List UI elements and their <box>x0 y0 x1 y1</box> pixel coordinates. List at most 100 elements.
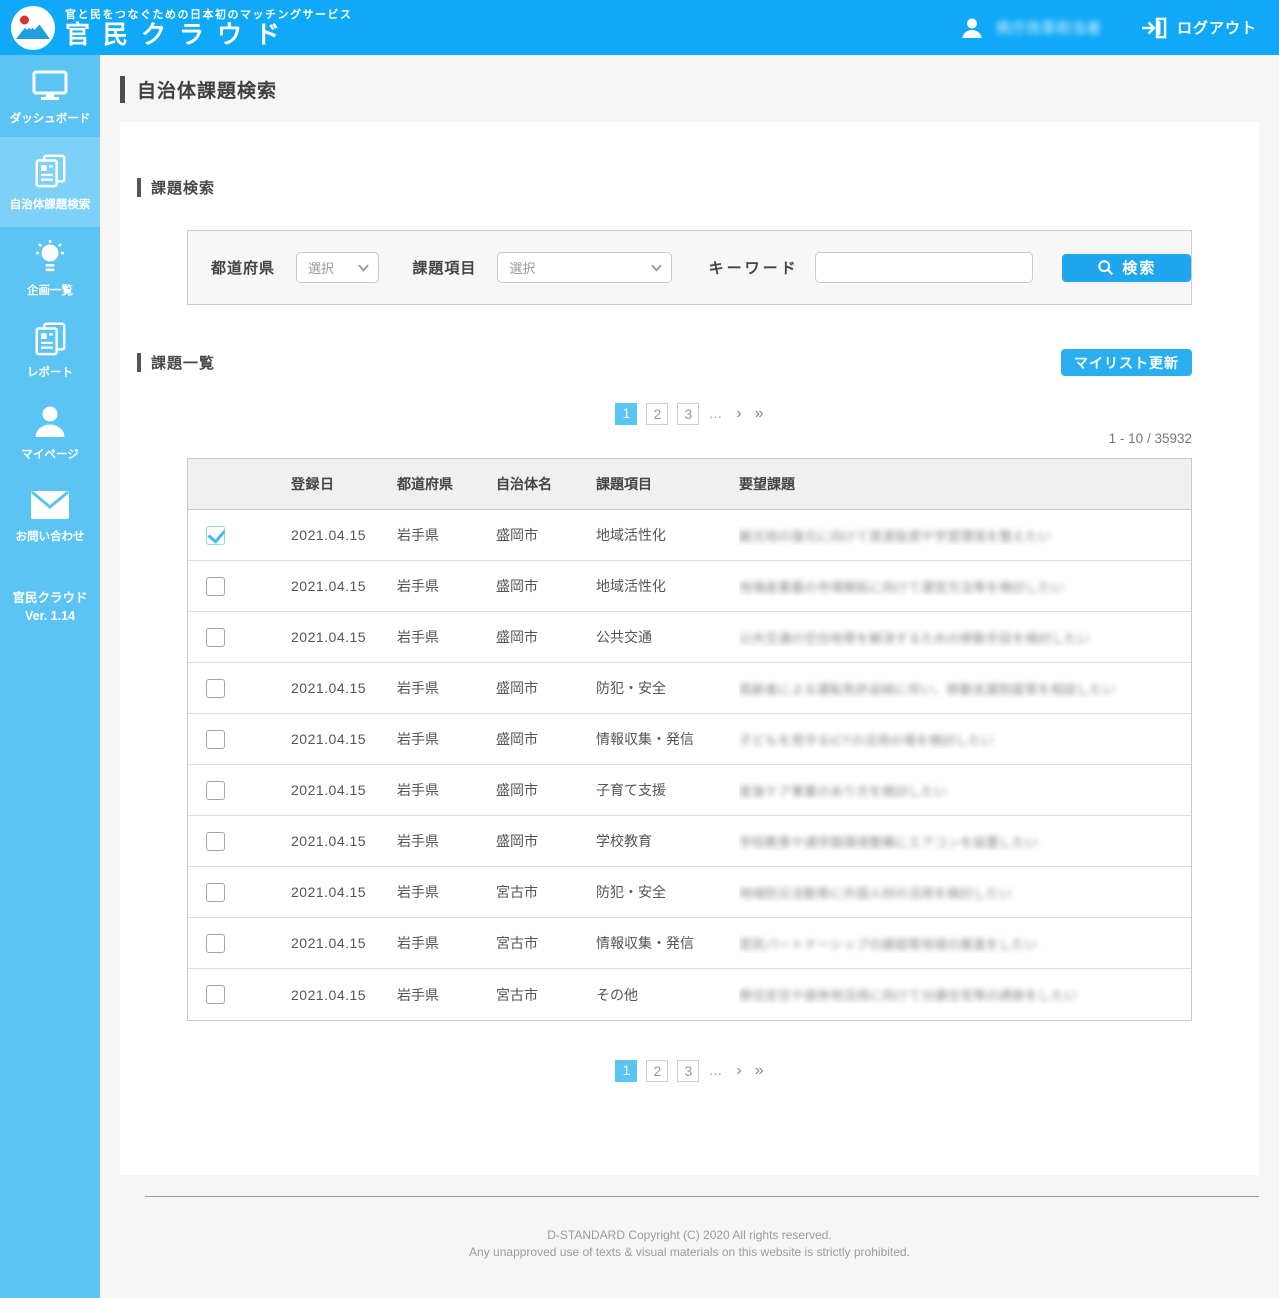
result-count: 1 - 10 / 35932 <box>1108 431 1192 446</box>
cell-request-redacted: 子どもを見守るICTの活用の場を検討したい <box>739 732 994 748</box>
cell-prefecture: 岩手県 <box>397 782 439 798</box>
page-button-1[interactable]: 1 <box>615 403 638 425</box>
footer-divider <box>145 1196 1259 1197</box>
cell-date: 2021.04.15 <box>291 629 367 645</box>
table-header-row: 登録日 都道府県 自治体名 課題項目 要望課題 <box>188 459 1191 510</box>
cell-request-redacted: 移住定住や遊休地活用に向けて分譲住宅等の誘致をしたい <box>739 988 1078 1003</box>
sidebar-item-label: ダッシュボード <box>9 113 91 125</box>
search-panel: 都道府県 選択 課題項目 選択 キーワード 検索 <box>187 230 1192 305</box>
table-row: 2021.04.15 岩手県 盛岡市 公共交通 公共交通の空白地帯を解消するため… <box>188 612 1191 663</box>
keyword-label: キーワード <box>708 260 799 277</box>
lightbulb-icon <box>32 240 68 274</box>
table-row: 2021.04.15 岩手県 盛岡市 情報収集・発信 子どもを見守るICTの活用… <box>188 714 1191 765</box>
logout-label: ログアウト <box>1176 20 1257 37</box>
cell-municipality: 盛岡市 <box>496 782 538 798</box>
row-checkbox[interactable] <box>206 780 225 800</box>
issues-table: 登録日 都道府県 自治体名 課題項目 要望課題 2021.04.15 岩手県 盛… <box>187 458 1192 1021</box>
search-section-heading: 課題検索 <box>137 177 215 198</box>
page-title-row: 自治体課題検索 <box>120 76 277 103</box>
sidebar-item-label: お問い合わせ <box>15 531 85 543</box>
sidebar-item-dashboard[interactable]: ダッシュボード <box>0 55 100 137</box>
cell-category: 防犯・安全 <box>596 884 666 900</box>
cell-date: 2021.04.15 <box>291 782 367 798</box>
next-page-button[interactable]: › <box>736 1062 742 1079</box>
row-checkbox[interactable] <box>206 831 225 851</box>
pagination-top: 1 2 3 … › » <box>120 403 1259 425</box>
category-label: 課題項目 <box>412 260 477 277</box>
brand-tagline: 官と民をつなぐための日本初のマッチングサービス <box>65 9 353 22</box>
cell-municipality: 盛岡市 <box>496 680 538 696</box>
cell-category: 子育て支援 <box>596 782 666 798</box>
cell-prefecture: 岩手県 <box>397 731 439 747</box>
pagination-ellipsis: … <box>708 1062 724 1078</box>
pagination-ellipsis: … <box>708 405 724 421</box>
cell-prefecture: 岩手県 <box>397 884 439 900</box>
footer: D-STANDARD Copyright (C) 2020 All rights… <box>100 1227 1279 1262</box>
cell-category: 地域活性化 <box>596 527 666 543</box>
cell-municipality: 宮古市 <box>496 986 538 1003</box>
table-row: 2021.04.15 岩手県 宮古市 防犯・安全 地域防災活動等に外国人材の活用… <box>188 867 1191 918</box>
next-page-button[interactable]: › <box>736 405 742 422</box>
list-section-heading: 課題一覧 <box>137 352 215 373</box>
person-icon <box>32 404 68 438</box>
last-page-button[interactable]: » <box>754 405 764 422</box>
cell-municipality: 盛岡市 <box>496 629 538 645</box>
sidebar-item-report[interactable]: レポート <box>0 309 100 391</box>
cell-request-redacted: 高齢者による運転免許返納に伴い、移動支援制度等を相談したい <box>739 681 1116 697</box>
row-checkbox[interactable] <box>206 627 225 647</box>
cell-prefecture: 岩手県 <box>397 833 439 849</box>
last-page-button[interactable]: » <box>754 1062 764 1079</box>
row-checkbox[interactable] <box>206 882 225 902</box>
table-row: 2021.04.15 岩手県 盛岡市 防犯・安全 高齢者による運転免許返納に伴い… <box>188 663 1191 714</box>
brand-logo[interactable]: 官と民をつなぐための日本初のマッチングサービス 官民クラウド <box>11 5 353 50</box>
page-button-1[interactable]: 1 <box>615 1060 638 1082</box>
table-row: 2021.04.15 岩手県 盛岡市 地域活性化 地場産業墓の市場開拓に向けて運… <box>188 561 1191 612</box>
cell-prefecture: 岩手県 <box>397 986 439 1003</box>
footer-copyright: D-STANDARD Copyright (C) 2020 All rights… <box>547 1228 832 1242</box>
page-button-3[interactable]: 3 <box>677 403 700 425</box>
sidebar-item-plans[interactable]: 企画一覧 <box>0 227 100 309</box>
row-checkbox[interactable] <box>206 985 225 1004</box>
sidebar-item-label: マイページ <box>21 449 79 461</box>
col-header-request: 要望課題 <box>739 476 795 492</box>
row-checkbox[interactable] <box>206 729 225 749</box>
sidebar-item-mypage[interactable]: マイページ <box>0 391 100 473</box>
cell-prefecture: 岩手県 <box>397 629 439 645</box>
chevron-down-icon <box>650 264 662 272</box>
sidebar-item-label: レポート <box>27 367 73 379</box>
page-button-2[interactable]: 2 <box>646 403 669 425</box>
search-button[interactable]: 検索 <box>1062 253 1191 282</box>
monitor-icon <box>32 68 68 102</box>
table-row: 2021.04.15 岩手県 盛岡市 学校教育 学校教育や通学路環境整備にエアコ… <box>188 816 1191 867</box>
row-checkbox[interactable] <box>206 576 225 596</box>
mylist-update-button[interactable]: マイリスト更新 <box>1061 349 1192 376</box>
cell-category: 地域活性化 <box>596 578 666 594</box>
cell-municipality: 盛岡市 <box>496 833 538 849</box>
username: 県庁改革担当者 <box>995 20 1101 37</box>
cell-date: 2021.04.15 <box>291 578 367 594</box>
cell-request-redacted: 産後ケア事業のあり方を検討したい <box>739 783 948 799</box>
cell-date: 2021.04.15 <box>291 833 367 849</box>
page-title: 自治体課題検索 <box>137 81 278 102</box>
keyword-input[interactable] <box>814 252 1034 283</box>
cell-category: 公共交通 <box>596 629 652 645</box>
category-select[interactable]: 選択 <box>497 252 672 283</box>
brand-title: 官民クラウド <box>65 21 294 50</box>
sidebar-item-issue-search[interactable]: 自治体課題検索 <box>0 137 100 227</box>
cell-municipality: 宮古市 <box>496 884 538 900</box>
table-row: 2021.04.15 岩手県 宮古市 その他 移住定住や遊休地活用に向けて分譲住… <box>188 969 1191 1020</box>
row-checkbox[interactable] <box>206 678 225 698</box>
row-checkbox[interactable] <box>206 933 225 953</box>
sidebar-item-contact[interactable]: お問い合わせ <box>0 473 100 555</box>
row-checkbox[interactable] <box>206 525 225 545</box>
cell-category: 情報収集・発信 <box>596 731 694 747</box>
page-button-2[interactable]: 2 <box>646 1060 669 1082</box>
sidebar-item-label: 自治体課題検索 <box>9 199 91 211</box>
table-row: 2021.04.15 岩手県 宮古市 情報収集・発信 官民パートナーシップの縁組… <box>188 918 1191 969</box>
page-button-3[interactable]: 3 <box>677 1060 700 1082</box>
documents-icon <box>32 154 68 188</box>
prefecture-select[interactable]: 選択 <box>296 252 380 283</box>
logout-icon <box>1141 17 1167 38</box>
chevron-down-icon <box>358 264 370 272</box>
logout-button[interactable]: ログアウト <box>1141 16 1257 40</box>
